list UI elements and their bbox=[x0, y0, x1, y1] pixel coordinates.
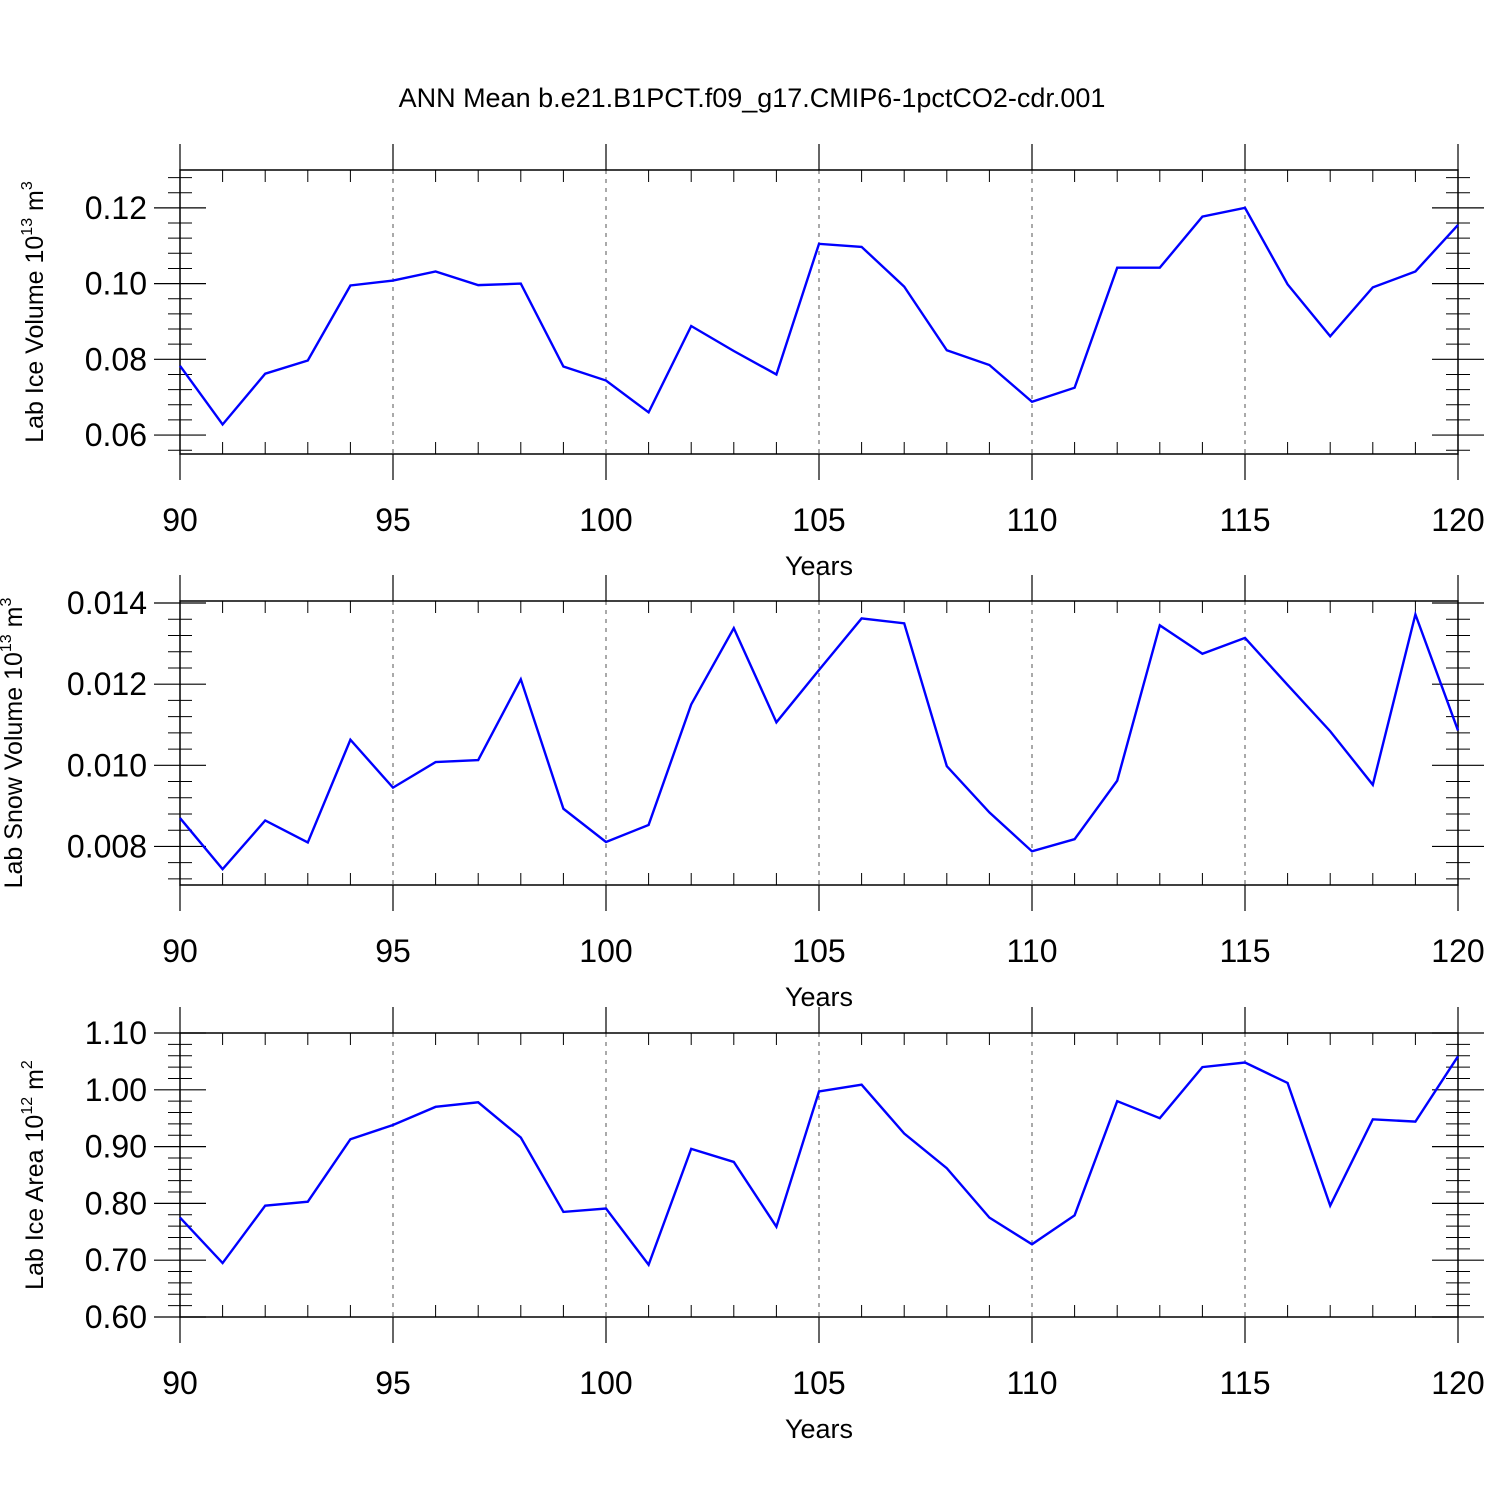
y-axis-label: Lab Ice Volume 1013 m3 bbox=[19, 181, 49, 443]
x-tick-label: 95 bbox=[375, 933, 411, 969]
series-line bbox=[179, 206, 1459, 427]
figure-title: ANN Mean b.e21.B1PCT.f09_g17.CMIP6-1pctC… bbox=[399, 83, 1106, 113]
y-tick-label: 0.10 bbox=[85, 266, 147, 302]
x-tick-label: 110 bbox=[1006, 933, 1057, 969]
x-tick-label: 90 bbox=[162, 1365, 198, 1401]
x-tick-label: 100 bbox=[579, 502, 632, 538]
x-tick-label: 120 bbox=[1431, 933, 1484, 969]
y-tick-label: 0.80 bbox=[85, 1185, 147, 1221]
x-tick-label: 115 bbox=[1219, 502, 1270, 538]
x-tick-label: 90 bbox=[162, 933, 198, 969]
x-tick-label: 100 bbox=[579, 1365, 632, 1401]
x-tick-label: 110 bbox=[1006, 502, 1057, 538]
x-tick-label: 105 bbox=[792, 933, 845, 969]
chart-panel-3: 0.60 0.70 0.80 0.90 1.00 1.10 90 95 100 105 110 115… bbox=[19, 1007, 1485, 1444]
y-tick-label: 0.012 bbox=[67, 666, 147, 702]
x-tick-label: 105 bbox=[792, 502, 845, 538]
x-tick-label: 110 bbox=[1006, 1365, 1057, 1401]
y-tick-label: 0.014 bbox=[67, 585, 147, 621]
x-tick-label: 105 bbox=[792, 1365, 845, 1401]
y-axis-label: Lab Ice Area 1012 m2 bbox=[19, 1060, 49, 1290]
x-tick-label: 120 bbox=[1431, 502, 1484, 538]
y-tick-label: 0.90 bbox=[85, 1129, 147, 1165]
y-tick-label: 0.06 bbox=[85, 417, 147, 453]
y-tick-label: 0.008 bbox=[67, 828, 147, 864]
y-tick-label: 0.12 bbox=[85, 190, 147, 226]
y-axis-label: Lab Snow Volume 1013 m3 bbox=[0, 598, 28, 889]
y-tick-label: 1.10 bbox=[85, 1015, 147, 1051]
x-axis-label: Years bbox=[785, 1414, 853, 1444]
x-tick-label: 115 bbox=[1219, 933, 1270, 969]
x-tick-label: 95 bbox=[375, 502, 411, 538]
y-tick-label: 0.70 bbox=[85, 1242, 147, 1278]
y-tick-label: 1.00 bbox=[85, 1072, 147, 1108]
series-line bbox=[179, 1055, 1460, 1268]
y-tick-label: 0.60 bbox=[85, 1299, 147, 1335]
x-tick-label: 95 bbox=[375, 1365, 411, 1401]
y-tick-label: 0.010 bbox=[67, 747, 147, 783]
x-tick-label: 90 bbox=[162, 502, 198, 538]
series-line bbox=[179, 610, 1460, 872]
x-tick-label: 120 bbox=[1431, 1365, 1484, 1401]
x-tick-label: 100 bbox=[579, 933, 632, 969]
x-tick-label: 115 bbox=[1219, 1365, 1270, 1401]
y-tick-label: 0.08 bbox=[85, 341, 147, 377]
